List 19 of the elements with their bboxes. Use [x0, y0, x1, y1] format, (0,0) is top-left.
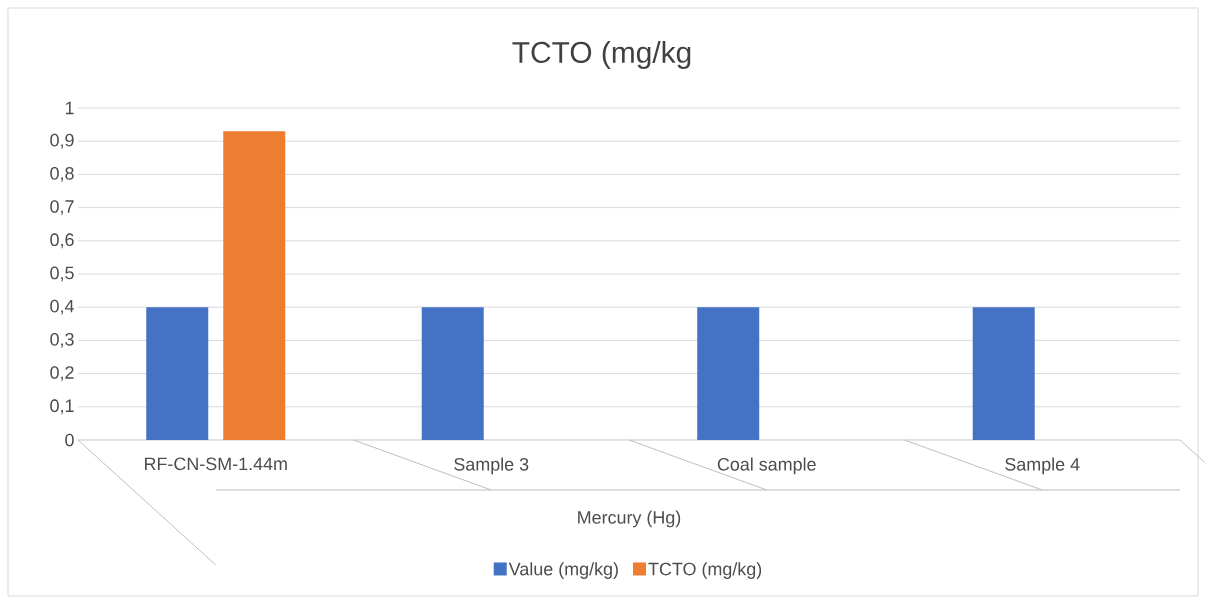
y-tick-label: 1 [65, 101, 74, 115]
y-tick-label: 0,4 [50, 299, 74, 315]
y-tick-label: 0,6 [50, 233, 74, 249]
x-tick-label: Coal sample [717, 457, 816, 475]
y-tick-label: 0,5 [50, 266, 74, 282]
y-tick-label: 0,9 [50, 133, 74, 149]
y-tick-label: 0,3 [50, 332, 74, 348]
legend-label: Value (mg/kg) [508, 562, 618, 579]
chart-title: TCTO (mg/kg [512, 41, 691, 69]
y-tick-label: 0,2 [50, 366, 74, 381]
x-tick-label: RF-CN-SM-1.44m [144, 457, 287, 471]
y-tick-label: 0,7 [50, 200, 74, 215]
y-tick-label: 0 [65, 433, 74, 447]
y-tick-label: 0,8 [50, 166, 74, 182]
x-tick-label: Sample 3 [454, 457, 529, 475]
x-axis-title: Mercury (Hg) [578, 510, 681, 528]
x-tick-label: Sample 4 [1005, 457, 1080, 475]
legend-label: TCTO (mg/kg) [648, 562, 762, 579]
y-tick-label: 0,1 [50, 399, 74, 415]
